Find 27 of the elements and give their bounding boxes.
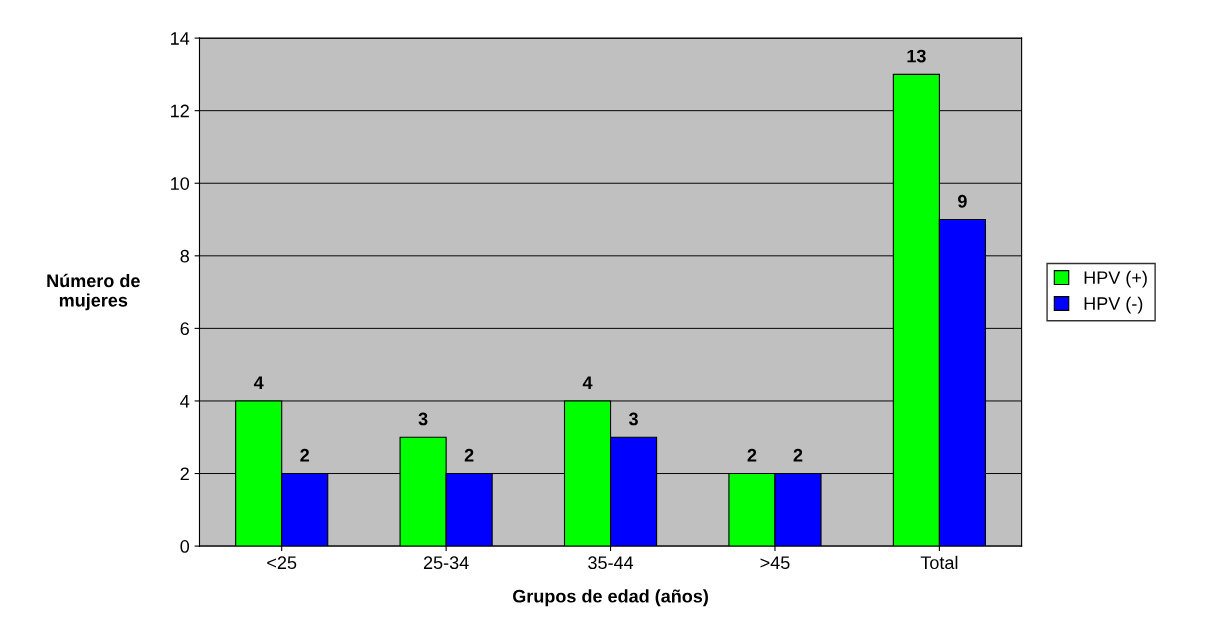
y-tick-label: 12 bbox=[171, 104, 189, 118]
x-tick-label: 25-34 bbox=[423, 556, 469, 570]
x-axis-title: Grupos de edad (años) bbox=[512, 589, 708, 607]
data-label: 3 bbox=[628, 412, 638, 426]
y-tick-label: 6 bbox=[180, 322, 189, 336]
y-tick-label: 2 bbox=[180, 467, 189, 481]
y-tick-label: 4 bbox=[180, 395, 190, 408]
x-tick-label: Total bbox=[920, 555, 958, 570]
data-label: 4 bbox=[582, 376, 593, 389]
data-label: 4 bbox=[253, 376, 264, 389]
legend-label: HPV (+) bbox=[1084, 270, 1147, 288]
x-tick-label: <25 bbox=[267, 556, 297, 570]
y-tick-label: 8 bbox=[180, 249, 189, 263]
data-label: 2 bbox=[793, 448, 803, 462]
data-label: 2 bbox=[464, 448, 474, 462]
y-axis-title: Número de mujeres bbox=[47, 273, 140, 311]
legend-label: HPV (-) bbox=[1084, 296, 1143, 314]
data-label: 9 bbox=[958, 194, 967, 208]
y-tick-label: 14 bbox=[171, 32, 190, 45]
y-tick-label: 0 bbox=[180, 540, 190, 553]
data-label: 13 bbox=[907, 49, 926, 63]
data-label: 3 bbox=[418, 412, 428, 426]
x-tick-label: 35-44 bbox=[588, 556, 634, 570]
data-label: 2 bbox=[747, 448, 757, 462]
x-tick-label: >45 bbox=[760, 556, 790, 570]
data-label: 2 bbox=[300, 448, 310, 462]
y-tick-label: 10 bbox=[171, 177, 190, 190]
